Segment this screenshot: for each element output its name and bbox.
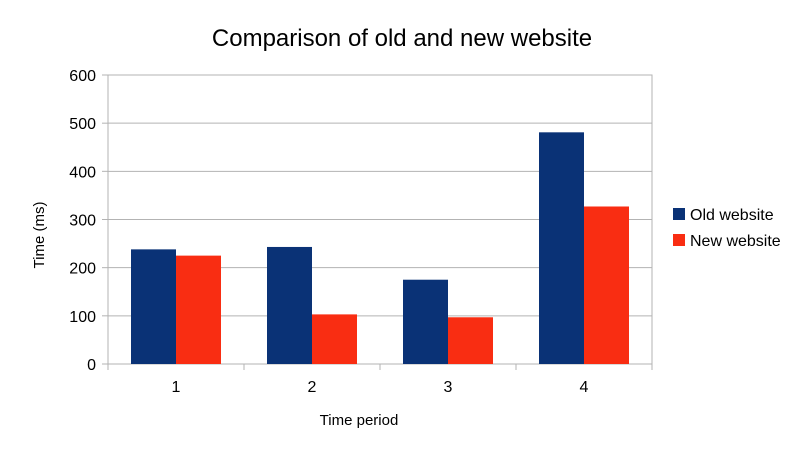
y-tick-label: 600 xyxy=(69,68,96,85)
bar-new-website xyxy=(584,206,629,364)
x-tick-label: 2 xyxy=(308,379,317,396)
bar-old-website xyxy=(539,132,584,364)
legend-swatch xyxy=(673,208,685,220)
x-axis-label: Time period xyxy=(320,412,399,429)
y-axis-label: Time (ms) xyxy=(31,202,48,269)
y-tick-label: 300 xyxy=(69,213,96,230)
bar-new-website xyxy=(448,317,493,364)
legend-label: Old website xyxy=(690,207,774,224)
x-tick-label: 3 xyxy=(444,379,453,396)
legend: Old website New website xyxy=(673,207,781,250)
x-tick-label: 4 xyxy=(580,379,589,396)
y-tick-label: 0 xyxy=(87,357,96,374)
bar-old-website xyxy=(403,279,448,364)
bar-new-website xyxy=(176,255,221,364)
bar-old-website xyxy=(267,246,312,364)
bar-new-website xyxy=(312,314,357,364)
y-tick-label: 500 xyxy=(69,116,96,133)
y-tick-label: 100 xyxy=(69,309,96,326)
chart-title: Comparison of old and new website xyxy=(212,25,592,52)
legend-label: New website xyxy=(690,233,781,250)
bar-old-website xyxy=(131,249,176,364)
x-tick-label: 1 xyxy=(172,379,181,396)
legend-swatch xyxy=(673,234,685,246)
y-tick-label: 400 xyxy=(69,164,96,181)
plot-area: 0 100 200 300 400 500 600 1 2 3 4 xyxy=(69,68,653,396)
y-tick-label: 200 xyxy=(69,261,96,278)
